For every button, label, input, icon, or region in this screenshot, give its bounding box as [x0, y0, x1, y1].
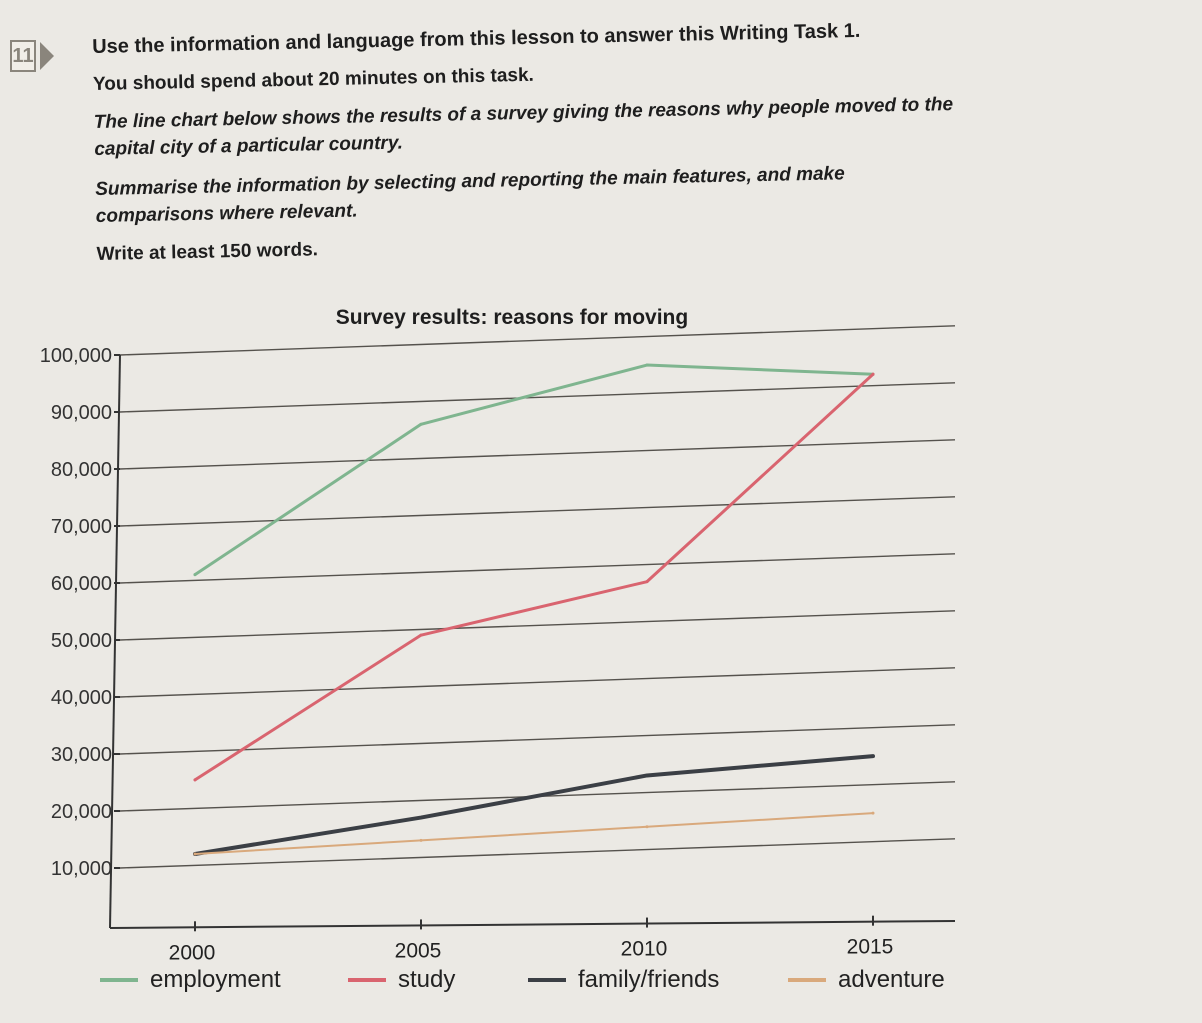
- chart-legend: employment study family/friends adventure: [100, 966, 960, 1002]
- gridline: [119, 439, 956, 470]
- data-point-study: [419, 633, 423, 637]
- legend-swatch-employment: [100, 978, 138, 982]
- data-point-employment: [193, 573, 197, 577]
- legend-item-adventure: adventure: [788, 966, 945, 994]
- legend-label-family-friends: family/friends: [578, 966, 720, 993]
- arrow-icon: [40, 42, 54, 70]
- legend-label-adventure: adventure: [838, 966, 945, 993]
- data-point-family-friends: [871, 754, 875, 758]
- legend-item-study: study: [348, 966, 455, 994]
- y-tick-label: 10,000: [51, 858, 112, 880]
- y-tick-label: 90,000: [51, 402, 112, 424]
- y-tick-label: 40,000: [51, 687, 112, 709]
- word-count-instruction: Write at least 150 words.: [96, 239, 319, 265]
- task-prompt: The line chart below shows the results o…: [93, 93, 954, 160]
- series-line-employment: [193, 363, 875, 577]
- y-tick-label: 50,000: [51, 630, 112, 652]
- data-point-study: [645, 580, 649, 584]
- legend-label-employment: employment: [150, 966, 281, 993]
- data-point-family-friends: [419, 816, 423, 820]
- x-tick-label: 2015: [847, 936, 894, 959]
- gridlines: [114, 325, 956, 869]
- chart-title: Survey results: reasons for moving: [336, 306, 688, 329]
- y-tick-label: 20,000: [51, 801, 112, 823]
- y-tick-label: 70,000: [51, 516, 112, 538]
- x-tick-label: 2010: [621, 938, 668, 960]
- gridline: [119, 325, 956, 356]
- data-point-family-friends: [645, 773, 649, 777]
- data-point-adventure: [419, 838, 423, 842]
- gridline: [119, 724, 956, 755]
- exercise-number-badge: 11: [10, 40, 54, 72]
- legend-item-family-friends: family/friends: [528, 966, 719, 994]
- data-point-adventure: [193, 852, 197, 856]
- gridline: [119, 667, 956, 698]
- gridline: [119, 382, 956, 413]
- legend-swatch-family-friends: [528, 978, 566, 982]
- gridline: [119, 610, 956, 641]
- data-point-employment: [419, 422, 423, 426]
- legend-swatch-study: [348, 978, 386, 982]
- task-instructions: Use the information and language from th…: [92, 18, 977, 266]
- legend-item-employment: employment: [100, 966, 281, 994]
- series-line-study: [193, 372, 875, 782]
- y-tick-label: 60,000: [51, 573, 112, 595]
- x-axis: [109, 920, 956, 929]
- data-point-study: [871, 372, 875, 376]
- y-tick-label: 30,000: [51, 744, 112, 766]
- data-point-employment: [645, 363, 649, 367]
- series-line-family-friends: [193, 754, 875, 856]
- data-point-adventure: [645, 825, 649, 829]
- summary-instruction: Summarise the information by selecting a…: [94, 163, 845, 227]
- exercise-number: 11: [12, 44, 34, 67]
- gridline: [119, 496, 956, 527]
- legend-swatch-adventure: [788, 978, 826, 982]
- data-point-study: [193, 778, 197, 782]
- x-tick-label: 2005: [395, 939, 442, 960]
- task-heading: Use the information and language from th…: [92, 19, 861, 58]
- exercise-number-digit-1: 11: [10, 40, 36, 72]
- line-chart: Survey results: reasons for moving 10,000…: [40, 306, 956, 960]
- legend-label-study: study: [398, 966, 456, 993]
- gridline: [119, 838, 956, 869]
- gridline: [119, 553, 956, 584]
- data-point-adventure: [871, 811, 875, 815]
- x-tick-label: 2000: [169, 941, 216, 960]
- y-tick-label: 100,000: [40, 345, 112, 367]
- y-tick-label: 80,000: [51, 459, 112, 481]
- time-instruction: You should spend about 20 minutes on thi…: [92, 64, 535, 95]
- y-axis: [109, 354, 121, 929]
- series-line-adventure: [194, 812, 874, 855]
